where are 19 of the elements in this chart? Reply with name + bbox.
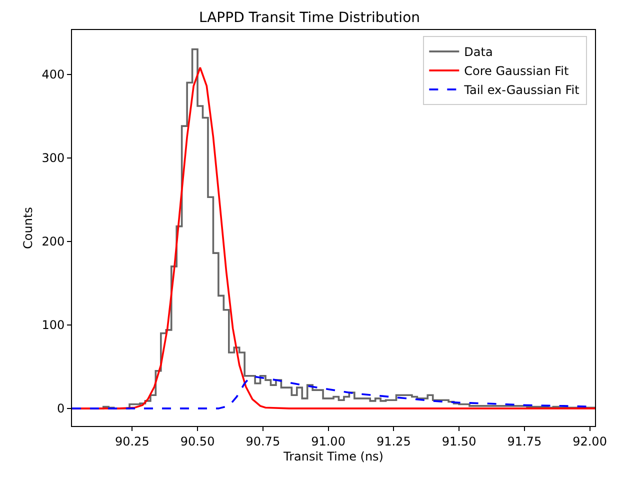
x-tick-label: 92.00 xyxy=(572,434,607,448)
legend-label: Tail ex-Gaussian Fit xyxy=(463,83,580,98)
y-tick-label: 400 xyxy=(42,67,65,82)
y-axis-title: Counts xyxy=(20,207,35,249)
x-tick-label: 90.50 xyxy=(180,434,215,448)
x-tick-label: 91.75 xyxy=(507,434,542,448)
x-tick-label: 90.25 xyxy=(114,434,150,448)
y-tick-label: 300 xyxy=(42,151,65,166)
y-tick-label: 0 xyxy=(56,402,65,416)
legend-label: Data xyxy=(464,45,493,60)
y-tick-label: 200 xyxy=(42,234,65,249)
legend-label: Core Gaussian Fit xyxy=(464,64,569,78)
x-tick-label: 90.75 xyxy=(246,434,280,448)
x-tick-label: 91.00 xyxy=(311,434,346,448)
chart-title: LAPPD Transit Time Distribution xyxy=(198,10,420,26)
x-axis-title: Transit Time (ns) xyxy=(282,449,384,464)
x-tick-label: 91.25 xyxy=(376,434,411,448)
x-tick-label: 91.50 xyxy=(442,434,476,448)
y-tick-label: 100 xyxy=(42,318,65,332)
